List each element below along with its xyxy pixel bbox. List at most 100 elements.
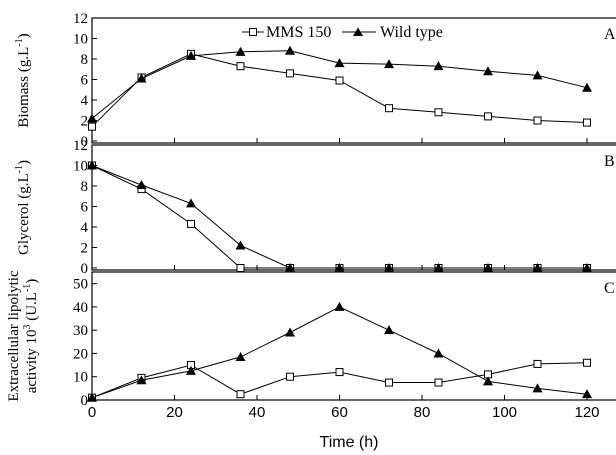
series-line-wild-type (91, 306, 588, 399)
data-point-wild-type (285, 45, 295, 55)
legend-marker-wt (353, 27, 363, 36)
panel-label: C (604, 280, 615, 297)
data-point-mms150 (286, 372, 294, 381)
x-tick-label: 120 (574, 404, 599, 421)
data-point-wild-type (532, 70, 543, 80)
data-point-wild-type (136, 375, 147, 385)
data-point-wild-type (235, 46, 246, 56)
data-point-wild-type (186, 365, 196, 375)
data-point-mms150 (286, 69, 294, 78)
data-point-wild-type (384, 325, 394, 335)
panel-label: B (604, 153, 615, 170)
x-tick-label: 0 (88, 404, 96, 421)
data-point-mms150 (583, 358, 591, 367)
data-point-wild-type (532, 263, 543, 272)
y-tick-label: 0 (81, 393, 89, 409)
data-point-wild-type (384, 263, 394, 272)
data-point-wild-type (334, 58, 345, 68)
y-tick-label: 20 (73, 346, 88, 362)
data-point-wild-type (186, 198, 196, 208)
data-point-wild-type (582, 82, 592, 92)
y-tick-label: 0 (81, 134, 89, 150)
legend-label-wt: Wild type (380, 24, 443, 41)
data-point-wild-type (433, 263, 444, 272)
panel-frame (91, 17, 616, 144)
y-axis-label-line1: Extracellular lipolytic (6, 270, 22, 402)
x-tick-label: 100 (492, 404, 517, 421)
x-tick-label: 80 (414, 404, 431, 421)
data-point-wild-type (87, 160, 97, 170)
data-point-wild-type (582, 263, 592, 272)
y-tick-label: 40 (73, 300, 88, 316)
data-point-mms150 (434, 108, 443, 117)
data-point-wild-type (582, 389, 592, 399)
data-point-wild-type (87, 392, 97, 402)
panel-frame (91, 271, 616, 401)
data-point-mms150 (385, 104, 393, 113)
data-point-mms150 (187, 219, 195, 228)
data-point-wild-type (87, 113, 97, 123)
y-tick-label: 2 (81, 114, 89, 130)
data-point-mms150 (335, 76, 344, 85)
data-point-wild-type (235, 351, 246, 361)
data-point-wild-type (532, 383, 543, 393)
legend: MMS 150 Wild type (242, 24, 443, 41)
data-point-wild-type (384, 59, 394, 69)
legend-label-mms: MMS 150 (266, 24, 331, 41)
y-axis-label: Glycerol (g.L-1) (14, 160, 32, 255)
data-point-mms150 (583, 118, 591, 127)
data-point-mms150 (335, 368, 344, 377)
data-point-mms150 (236, 62, 245, 71)
x-tick-label: 40 (249, 404, 266, 421)
y-tick-label: 4 (81, 93, 89, 109)
data-point-wild-type (334, 263, 345, 272)
y-tick-label: 8 (81, 179, 89, 195)
data-point-wild-type (285, 327, 295, 337)
series-line-wild-type (91, 165, 587, 269)
data-point-mms150 (236, 264, 245, 272)
legend-marker-mms (249, 28, 257, 36)
y-tick-label: 2 (81, 241, 89, 257)
series-line-mms-150 (91, 165, 587, 269)
data-point-wild-type (186, 50, 196, 60)
data-point-wild-type (483, 66, 493, 76)
y-tick-label: 50 (73, 277, 88, 293)
y-tick-label: 0 (81, 261, 89, 277)
x-axis-label: Time (h) (320, 434, 379, 451)
data-point-wild-type (136, 73, 147, 83)
y-tick-label: 12 (73, 11, 88, 27)
panel-a: 0 2 4 6 8 10 12 A Biomass (g.L-1) (14, 11, 616, 150)
y-tick-label: 10 (73, 159, 88, 175)
data-point-mms150 (88, 122, 96, 131)
y-tick-label: 8 (81, 52, 89, 68)
data-point-wild-type (285, 263, 295, 272)
series-line-mms-150 (91, 362, 588, 399)
y-tick-label: 6 (81, 73, 89, 89)
y-tick-label: 10 (73, 370, 88, 386)
y-tick-label: 6 (81, 200, 89, 216)
y-tick-label: 12 (73, 138, 88, 154)
x-tick-label: 60 (331, 404, 348, 421)
data-point-mms150 (236, 390, 245, 399)
data-point-mms150 (533, 359, 542, 368)
data-point-mms150 (434, 378, 443, 387)
panel-frame (91, 144, 616, 271)
panel-b: 0 2 4 6 8 10 12 B Glycerol (g.L-1) (14, 138, 616, 277)
y-tick-label: 30 (73, 323, 88, 339)
data-point-mms150 (533, 116, 542, 125)
data-point-mms150 (484, 112, 492, 121)
data-point-wild-type (483, 263, 493, 272)
data-point-wild-type (433, 348, 444, 358)
data-point-wild-type (334, 301, 345, 311)
panel-c: 0 10 20 30 40 50 C Extracellular lipolytic activ… (6, 270, 616, 421)
y-tick-label: 10 (73, 32, 88, 48)
panel-label: A (604, 26, 616, 43)
data-point-wild-type (136, 179, 147, 189)
x-tick-label: 20 (166, 404, 183, 421)
data-point-wild-type (483, 376, 493, 386)
y-axis-label-line2: activity 103 (U.L-1) (22, 279, 40, 394)
data-point-wild-type (433, 61, 444, 71)
data-point-mms150 (385, 378, 393, 387)
data-point-wild-type (235, 240, 246, 250)
